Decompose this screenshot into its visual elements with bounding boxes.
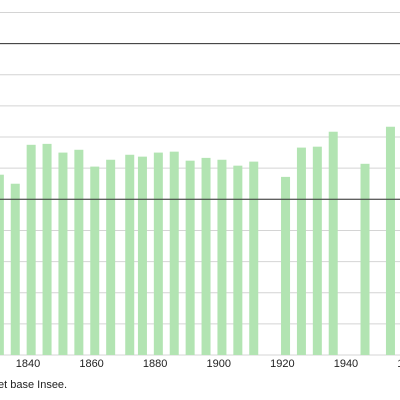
x-tick-label: 1840 — [16, 358, 40, 370]
bar — [137, 156, 147, 355]
bar — [58, 152, 68, 355]
bar — [169, 151, 179, 355]
bar — [296, 147, 306, 355]
x-tick-label: 1920 — [270, 358, 294, 370]
x-tick-label: 1880 — [143, 358, 167, 370]
bar — [312, 146, 322, 355]
x-tick-label: 1860 — [79, 358, 103, 370]
bar — [249, 161, 259, 355]
bar — [281, 176, 291, 355]
bar — [26, 144, 36, 355]
bar — [201, 157, 211, 355]
bar — [153, 152, 163, 355]
x-tick-label: 1900 — [207, 358, 231, 370]
bar — [360, 163, 370, 355]
source-note: et base Insee. — [0, 379, 67, 391]
bar — [185, 160, 195, 355]
bar — [42, 143, 52, 355]
bar — [385, 126, 395, 355]
bar — [10, 183, 20, 355]
x-tick-label: 1960 — [397, 358, 400, 370]
bar — [328, 131, 338, 355]
x-tick-label: 1940 — [334, 358, 358, 370]
bar — [90, 166, 100, 355]
bar — [74, 149, 84, 355]
bar — [0, 174, 4, 355]
bar — [125, 154, 135, 355]
bar — [106, 159, 116, 355]
bar — [233, 165, 243, 355]
bar — [217, 159, 227, 355]
